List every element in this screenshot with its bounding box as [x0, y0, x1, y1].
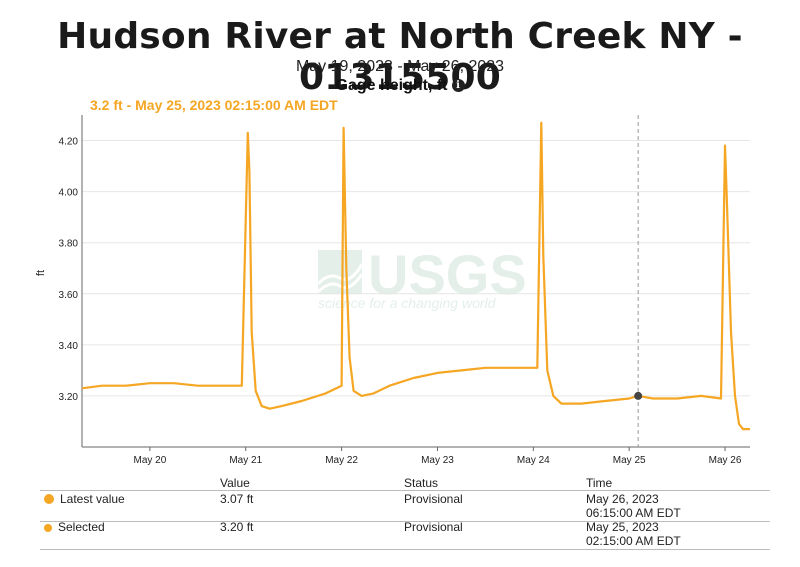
- legend-value: 3.20 ft: [220, 520, 254, 534]
- legend-date: May 26, 2023: [586, 492, 659, 506]
- legend-row-latest[interactable]: Latest value 3.07 ft Provisional May 26,…: [40, 492, 770, 524]
- y-tick-label: 3.20: [59, 392, 79, 403]
- legend-value: 3.07 ft: [220, 492, 254, 506]
- x-tick-label: May 23: [421, 455, 454, 466]
- y-tick-label: 4.20: [59, 137, 79, 148]
- x-axis-ticks: May 20 May 21 May 22 May 23 May 24 May 25 May …: [133, 447, 742, 466]
- y-axis-label: ft: [35, 270, 47, 276]
- legend-divider: [40, 549, 770, 550]
- y-tick-label: 4.00: [59, 188, 79, 199]
- x-tick-label: May 24: [517, 455, 550, 466]
- x-tick-label: May 26: [709, 455, 742, 466]
- y-tick-label: 3.40: [59, 341, 79, 352]
- watermark-tagline: science for a changing world: [318, 295, 497, 311]
- selected-point-marker[interactable]: [634, 391, 643, 400]
- x-tick-label: May 25: [613, 455, 646, 466]
- axes: [81, 115, 750, 448]
- legend-divider: [40, 521, 770, 522]
- legend-time: 02:15:00 AM EDT: [586, 534, 681, 548]
- legend-header-status: Status: [404, 476, 439, 490]
- selected-readout: 3.2 ft - May 25, 2023 02:15:00 AM EDT: [90, 97, 338, 113]
- y-axis-ticks: 3.20 3.40 3.60 3.80 4.00 4.20: [59, 137, 79, 403]
- legend-date: May 25, 2023: [586, 520, 659, 534]
- usgs-watermark: USGS science for a changing world: [316, 243, 527, 311]
- gage-height-series-line: [81, 121, 750, 431]
- legend-row-selected[interactable]: Selected 3.20 ft Provisional May 25, 202…: [40, 520, 770, 552]
- legend-status: Provisional: [404, 520, 463, 534]
- legend-header-value: Value: [220, 476, 250, 490]
- x-tick-label: May 20: [133, 455, 166, 466]
- usgs-logo-icon: [316, 250, 364, 294]
- info-icon[interactable]: i: [451, 79, 465, 93]
- latest-dot-icon: [44, 494, 54, 504]
- legend-label: Latest value: [60, 492, 125, 506]
- legend-header-time: Time: [586, 476, 613, 490]
- parameter-label: Gage height, ft i: [0, 77, 800, 95]
- legend-divider: [40, 490, 770, 491]
- legend-label: Selected: [58, 520, 105, 534]
- date-range: May 19, 2023 - May 26, 2023: [295, 58, 505, 75]
- selected-dot-icon: [44, 524, 52, 532]
- legend-status: Provisional: [404, 492, 463, 506]
- legend-time: 06:15:00 AM EDT: [586, 506, 681, 520]
- x-tick-label: May 22: [325, 455, 358, 466]
- y-tick-label: 3.80: [59, 239, 79, 250]
- parameter-name: Gage height, ft: [335, 77, 448, 94]
- chart-title: Hudson River at North Creek NY - 0131550…: [57, 16, 743, 98]
- x-tick-label: May 21: [229, 455, 262, 466]
- grid-lines: [82, 140, 750, 397]
- watermark-logo-text: USGS: [368, 243, 527, 306]
- y-tick-label: 3.60: [59, 290, 79, 301]
- hydrograph-chart[interactable]: USGS science for a changing world May 20…: [0, 0, 800, 470]
